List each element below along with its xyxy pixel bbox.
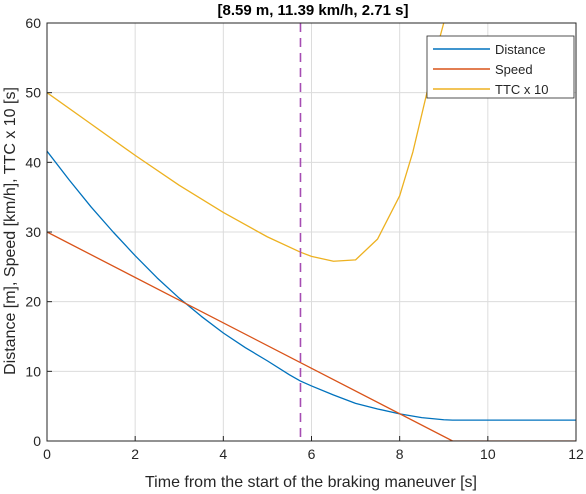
legend-box: [426, 35, 575, 99]
legend-label: TTC x 10: [495, 82, 548, 97]
legend-label: Distance: [495, 42, 546, 57]
legend-entries: Distance Speed TTC x 10: [433, 42, 548, 97]
legend-label: Speed: [495, 62, 533, 77]
y-tick-label: 30: [25, 224, 41, 240]
series-line-distance: [47, 150, 576, 421]
y-tick-label: 50: [25, 85, 41, 101]
x-tick-label: 8: [396, 446, 404, 462]
x-tick-label: 0: [43, 446, 51, 462]
y-axis-label: Distance [m], Speed [km/h], TTC x 10 [s]: [2, 87, 19, 375]
x-axis-ticks: 0 2 4 6 8 10 12: [43, 436, 584, 462]
chart-title: [8.59 m, 11.39 km/h, 2.71 s]: [218, 2, 409, 19]
x-tick-label: 10: [480, 446, 496, 462]
y-tick-label: 20: [25, 294, 41, 310]
y-tick-label: 10: [25, 363, 41, 379]
x-tick-label: 12: [568, 446, 584, 462]
y-tick-label: 0: [33, 433, 41, 449]
y-tick-label: 40: [25, 154, 41, 170]
x-tick-label: 2: [131, 446, 139, 462]
x-axis-label: Time from the start of the braking maneu…: [145, 474, 477, 491]
legend: Distance Speed TTC x 10: [426, 35, 575, 99]
x-tick-label: 6: [308, 446, 316, 462]
y-axis-ticks: 0 10 20 30 40 50 60: [25, 15, 52, 449]
y-tick-label: 60: [25, 15, 41, 31]
series-line-speed: [47, 231, 576, 441]
x-tick-label: 4: [219, 446, 227, 462]
